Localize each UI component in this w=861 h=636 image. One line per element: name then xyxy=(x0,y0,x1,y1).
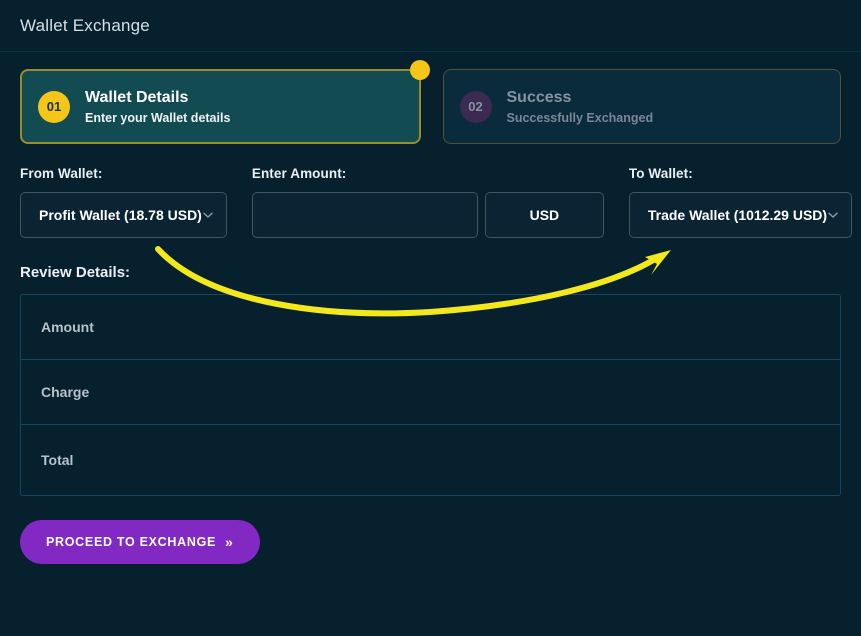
from-wallet-value: Profit Wallet (18.78 USD) xyxy=(39,207,202,223)
step-card-success[interactable]: 02 Success Successfully Exchanged xyxy=(442,69,841,144)
step-subtitle-01: Enter your Wallet details xyxy=(85,111,231,125)
review-row-key-total: Total xyxy=(41,452,74,468)
step-number-badge-02: 02 xyxy=(459,90,492,123)
amount-field: Enter Amount: USD xyxy=(251,166,604,238)
from-wallet-select[interactable]: Profit Wallet (18.78 USD) xyxy=(20,192,227,238)
from-wallet-field: From Wallet: Profit Wallet (18.78 USD) xyxy=(20,166,227,238)
step-number-badge-01: 01 xyxy=(38,90,70,123)
review-row-key-charge: Charge xyxy=(41,384,90,400)
review-details-label: Review Details: xyxy=(20,264,131,281)
from-wallet-label: From Wallet: xyxy=(20,166,103,181)
amount-input-group: USD xyxy=(251,192,604,238)
amount-input[interactable] xyxy=(251,192,478,238)
step-title-02: Success xyxy=(506,89,572,106)
amount-label: Enter Amount: xyxy=(251,166,347,181)
table-row: Charge xyxy=(21,360,840,425)
step-active-dot-icon xyxy=(409,60,430,80)
to-wallet-value: Trade Wallet (1012.29 USD) xyxy=(647,207,828,223)
page-title: Wallet Exchange xyxy=(20,15,150,35)
step-title-01: Wallet Details xyxy=(85,89,189,106)
exchange-form: From Wallet: Profit Wallet (18.78 USD) E… xyxy=(0,144,861,238)
review-row-key-amount: Amount xyxy=(41,319,94,335)
table-row: Total xyxy=(21,425,840,495)
currency-suffix: USD xyxy=(484,192,604,238)
to-wallet-label: To Wallet: xyxy=(628,166,693,181)
step-text-02: Success Successfully Exchanged xyxy=(507,88,654,125)
step-text-01: Wallet Details Enter your Wallet details xyxy=(85,88,230,125)
step-subtitle-02: Successfully Exchanged xyxy=(506,111,654,125)
proceed-to-exchange-button[interactable]: PROCEED TO EXCHANGE » xyxy=(20,520,260,564)
to-wallet-select[interactable]: Trade Wallet (1012.29 USD) xyxy=(628,192,853,238)
table-row: Amount xyxy=(21,295,840,360)
to-wallet-field: To Wallet: Trade Wallet (1012.29 USD) xyxy=(628,166,853,238)
chevron-down-icon xyxy=(202,209,214,221)
action-bar: PROCEED TO EXCHANGE » xyxy=(0,496,861,564)
proceed-button-label: PROCEED TO EXCHANGE xyxy=(46,535,217,549)
review-details-table: Amount Charge Total xyxy=(20,294,841,496)
chevron-down-icon xyxy=(827,209,839,221)
double-chevron-right-icon: » xyxy=(225,534,234,550)
step-card-wallet-details[interactable]: 01 Wallet Details Enter your Wallet deta… xyxy=(20,60,430,144)
step-indicator: 01 Wallet Details Enter your Wallet deta… xyxy=(0,52,861,144)
page-header: Wallet Exchange xyxy=(0,0,861,52)
